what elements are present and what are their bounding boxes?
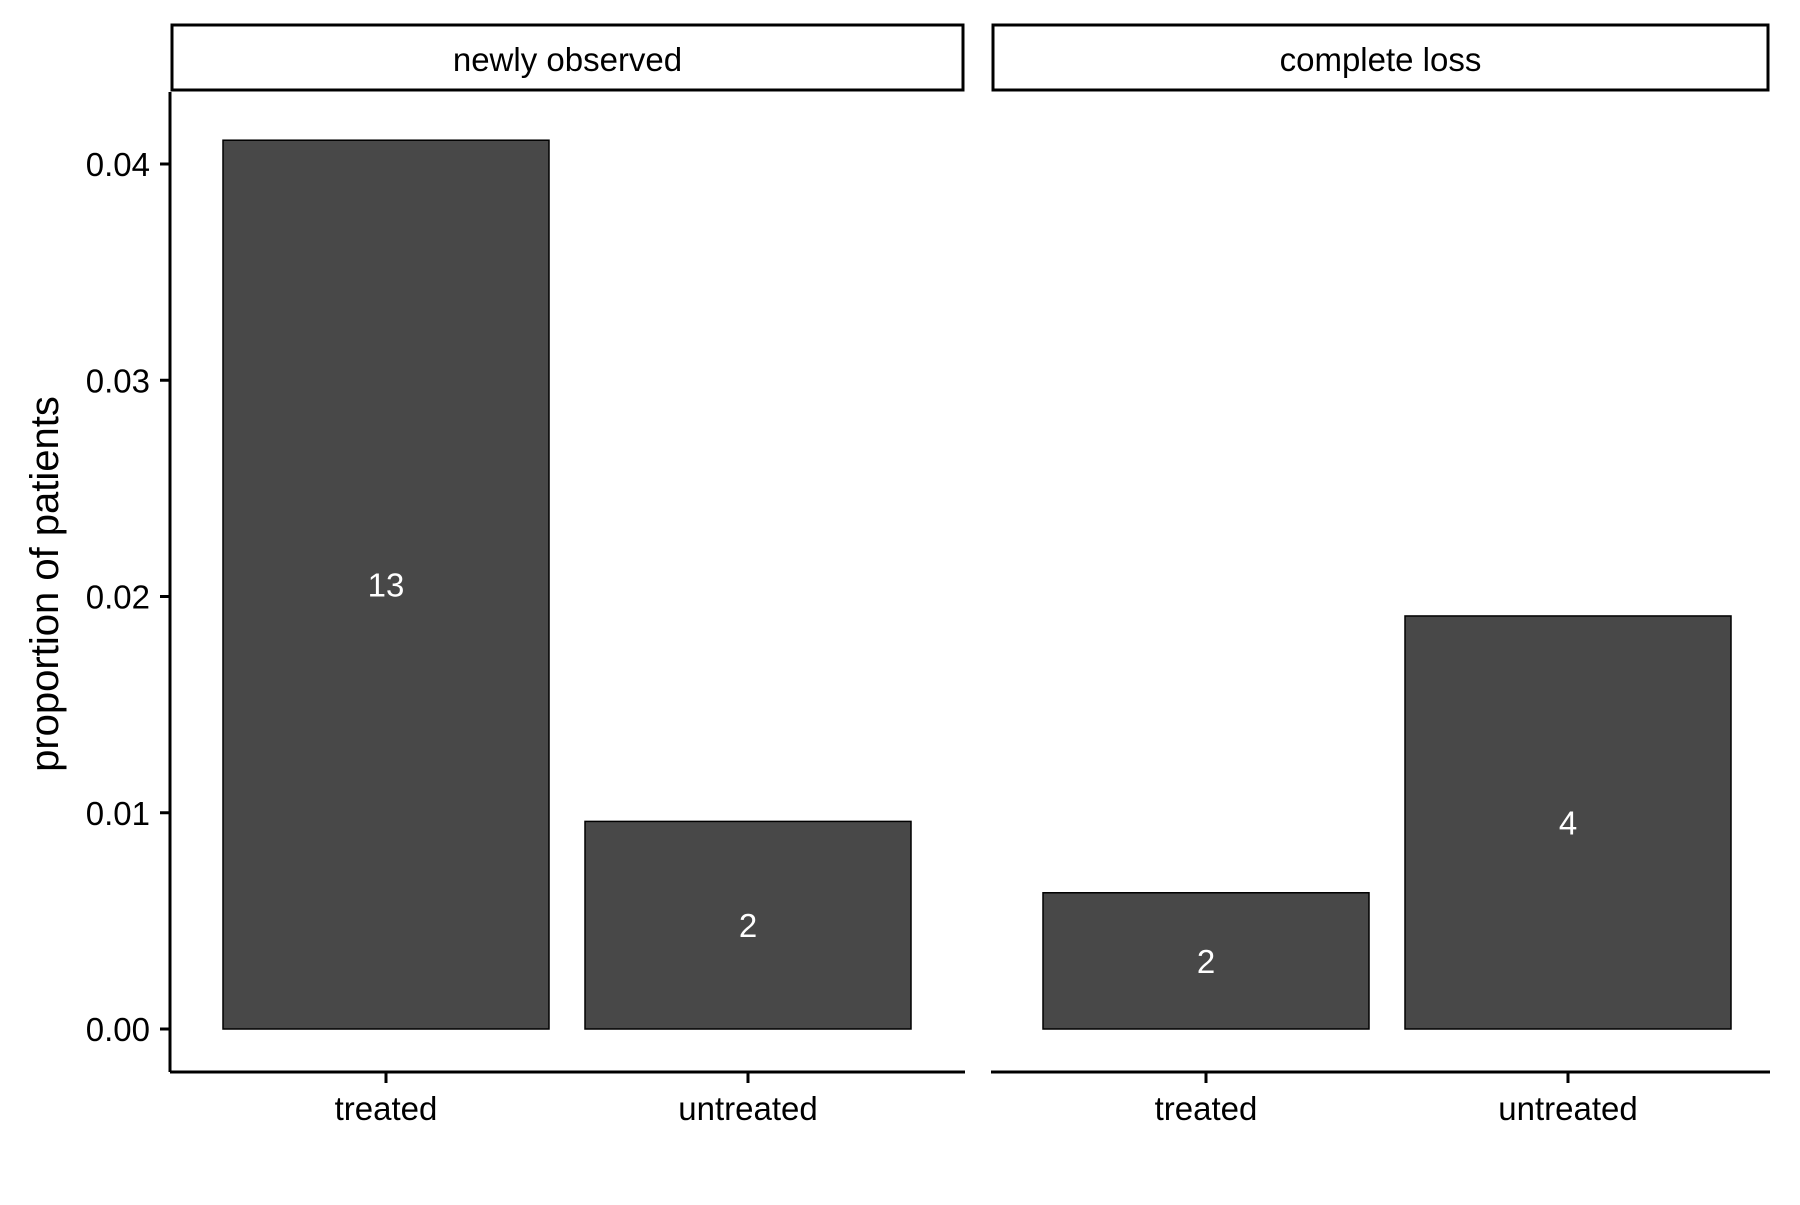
bar	[584, 820, 912, 1030]
y-tick-label: 0.02	[86, 579, 150, 616]
y-tick-label: 0.01	[86, 795, 150, 832]
y-axis-title: proportion of patients	[23, 396, 67, 772]
y-tick-label: 0.03	[86, 362, 150, 399]
bar	[1042, 892, 1370, 1030]
x-tick-label: untreated	[1498, 1090, 1637, 1127]
x-tick-label: untreated	[678, 1090, 817, 1127]
bar-count-label: 2	[1197, 943, 1215, 980]
y-tick-label: 0.00	[86, 1011, 150, 1048]
bar-count-label: 4	[1559, 804, 1577, 841]
bar	[222, 139, 550, 1030]
facet-strip	[170, 23, 965, 92]
x-tick-label: treated	[335, 1090, 438, 1127]
bar	[1404, 615, 1732, 1030]
bar-count-label: 2	[739, 907, 757, 944]
facet-strip	[991, 23, 1770, 92]
bar-count-label: 13	[368, 567, 405, 604]
y-tick-label: 0.04	[86, 146, 150, 183]
x-tick-label: treated	[1155, 1090, 1258, 1127]
facet-strip-label: newly observed	[453, 41, 682, 78]
facet-strip-label: complete loss	[1280, 41, 1482, 78]
